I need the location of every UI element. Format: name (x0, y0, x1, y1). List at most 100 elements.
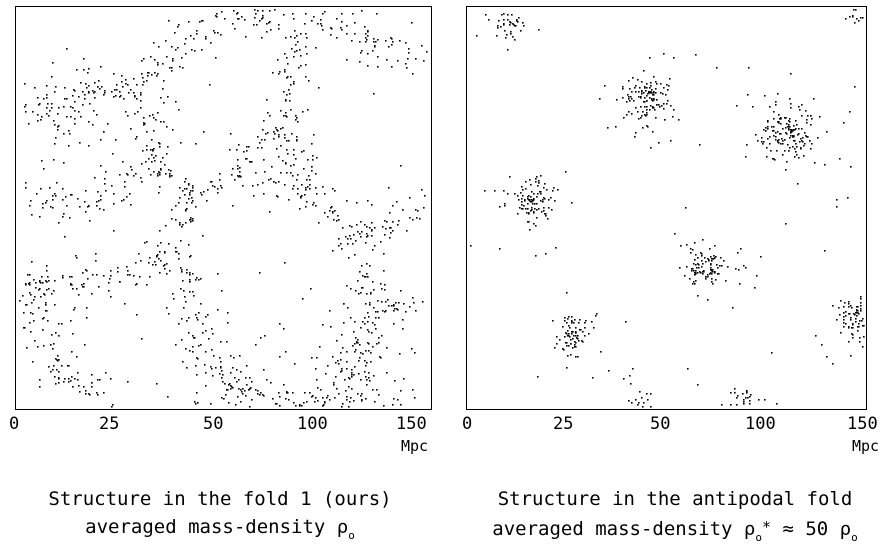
point (787, 144, 789, 146)
point (46, 200, 48, 202)
point (134, 113, 136, 115)
point (135, 173, 137, 175)
point (701, 260, 703, 262)
point (392, 41, 394, 43)
point (219, 173, 221, 175)
point (367, 30, 369, 32)
point (778, 142, 780, 144)
point (856, 315, 858, 317)
point (856, 312, 858, 314)
point (714, 272, 716, 274)
point (843, 306, 845, 308)
point (337, 215, 339, 217)
point (359, 41, 361, 43)
point (98, 80, 100, 82)
point (542, 201, 544, 203)
point (857, 326, 859, 328)
point (112, 404, 114, 406)
point (61, 365, 63, 367)
point (183, 290, 185, 292)
point (52, 369, 54, 371)
point (773, 126, 775, 128)
point (347, 307, 349, 309)
point (791, 131, 793, 133)
point (277, 59, 279, 61)
point (382, 226, 384, 228)
point (211, 181, 213, 183)
point (400, 390, 402, 392)
point (311, 20, 313, 22)
point (412, 389, 414, 391)
point (293, 83, 295, 85)
point (509, 176, 511, 178)
point (236, 13, 238, 15)
point (315, 173, 317, 175)
point (368, 316, 370, 318)
point (327, 395, 329, 397)
point (192, 351, 194, 353)
point (366, 293, 368, 295)
point (207, 189, 209, 191)
point (738, 269, 740, 271)
point (503, 190, 505, 192)
point (402, 209, 404, 211)
point (296, 50, 298, 52)
point (360, 352, 362, 354)
point (320, 389, 322, 391)
point (526, 212, 528, 214)
point (39, 379, 41, 381)
point (115, 95, 117, 97)
point (843, 316, 845, 318)
point (293, 56, 295, 58)
point (543, 187, 545, 189)
point (623, 117, 625, 119)
point (68, 381, 70, 383)
point (736, 404, 738, 406)
point (773, 158, 775, 160)
point (340, 371, 342, 373)
point (527, 198, 529, 200)
point (157, 173, 159, 175)
point (57, 129, 59, 131)
point (813, 98, 815, 100)
point (579, 319, 581, 321)
point (171, 67, 173, 69)
point (350, 288, 352, 290)
point (34, 87, 36, 89)
point (516, 20, 518, 22)
point (54, 280, 56, 282)
point (345, 390, 347, 392)
point (362, 287, 364, 289)
point (800, 138, 802, 140)
point (105, 372, 107, 374)
point (262, 182, 264, 184)
point (851, 307, 853, 309)
point (369, 227, 371, 229)
point (104, 92, 106, 94)
point (305, 46, 307, 48)
point (380, 283, 382, 285)
point (189, 272, 191, 274)
point (85, 83, 87, 85)
point (73, 89, 75, 91)
point (52, 195, 54, 197)
point (748, 67, 750, 69)
point (788, 129, 790, 131)
point (646, 106, 648, 108)
point (186, 272, 188, 274)
point (786, 123, 788, 125)
point (537, 185, 539, 187)
point (148, 72, 150, 74)
point (367, 276, 369, 278)
point (286, 391, 288, 393)
point (356, 341, 358, 343)
point (545, 213, 547, 215)
point (63, 106, 65, 108)
point (45, 304, 47, 306)
point (520, 192, 522, 194)
point (795, 143, 797, 145)
point (123, 98, 125, 100)
point (257, 10, 259, 12)
point (192, 187, 194, 189)
point (134, 95, 136, 97)
